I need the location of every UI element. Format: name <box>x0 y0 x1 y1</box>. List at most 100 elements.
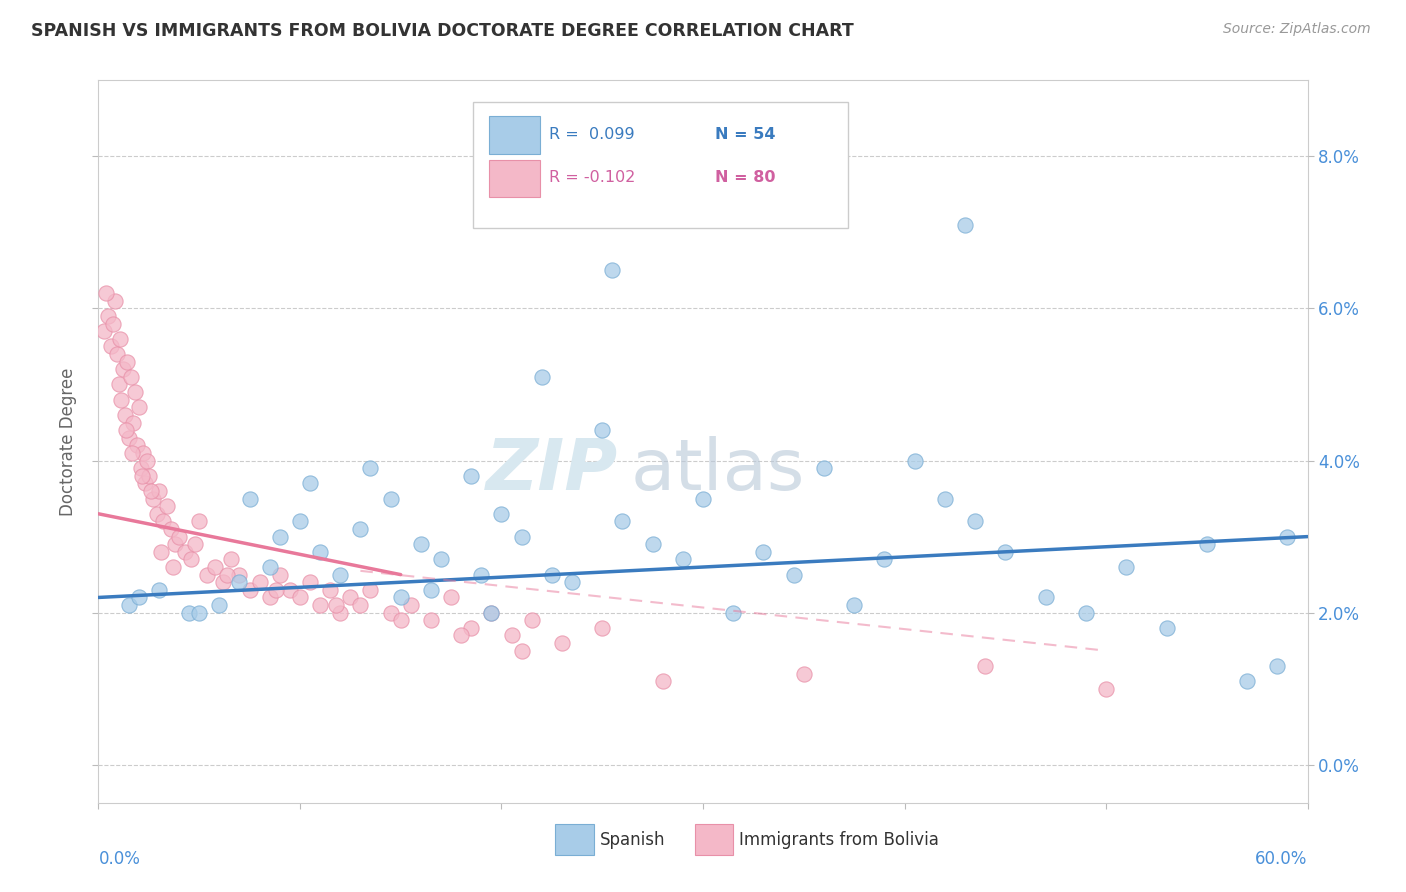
Point <box>481 606 503 620</box>
Point <box>612 515 634 529</box>
Point <box>602 263 624 277</box>
Point <box>491 507 513 521</box>
Point <box>174 545 197 559</box>
Point <box>114 423 136 437</box>
Point <box>420 613 443 627</box>
Point <box>120 370 142 384</box>
Point <box>692 491 714 506</box>
Point <box>1156 621 1178 635</box>
Text: SPANISH VS IMMIGRANTS FROM BOLIVIA DOCTORATE DEGREE CORRELATION CHART: SPANISH VS IMMIGRANTS FROM BOLIVIA DOCTO… <box>31 22 853 40</box>
Text: atlas: atlas <box>630 436 804 505</box>
Point <box>551 636 574 650</box>
Point <box>288 515 311 529</box>
Point <box>1236 674 1258 689</box>
Point <box>162 560 184 574</box>
Point <box>409 537 432 551</box>
Point <box>339 591 361 605</box>
Point <box>349 522 371 536</box>
Point <box>167 530 190 544</box>
Point <box>108 332 131 346</box>
Point <box>752 545 775 559</box>
Point <box>299 476 322 491</box>
Point <box>128 591 150 605</box>
Point <box>239 582 262 597</box>
Point <box>188 606 211 620</box>
Point <box>131 468 153 483</box>
Text: 60.0%: 60.0% <box>1256 850 1308 868</box>
Point <box>180 552 202 566</box>
Point <box>540 567 562 582</box>
Point <box>389 613 412 627</box>
FancyBboxPatch shape <box>555 824 595 855</box>
Point <box>349 598 371 612</box>
Point <box>360 582 382 597</box>
Point <box>259 591 281 605</box>
Point <box>105 347 128 361</box>
Point <box>440 591 463 605</box>
Point <box>128 401 150 415</box>
Point <box>329 606 352 620</box>
Point <box>204 560 226 574</box>
Point <box>510 530 533 544</box>
Point <box>1115 560 1137 574</box>
Point <box>139 483 162 498</box>
Point <box>156 499 179 513</box>
Point <box>399 598 422 612</box>
Point <box>264 582 287 597</box>
Point <box>259 560 281 574</box>
Point <box>934 491 956 506</box>
Point <box>96 286 118 301</box>
Text: Immigrants from Bolivia: Immigrants from Bolivia <box>740 830 939 848</box>
Text: Source: ZipAtlas.com: Source: ZipAtlas.com <box>1223 22 1371 37</box>
Point <box>994 545 1017 559</box>
Point <box>228 575 250 590</box>
Point <box>110 392 132 407</box>
Point <box>380 606 402 620</box>
Point <box>135 453 157 467</box>
Text: R = -0.102: R = -0.102 <box>550 170 636 186</box>
Point <box>501 628 523 642</box>
FancyBboxPatch shape <box>474 102 848 228</box>
Point <box>380 491 402 506</box>
Point <box>591 621 613 635</box>
Point <box>329 567 352 582</box>
Point <box>450 628 472 642</box>
Point <box>217 567 239 582</box>
Point <box>309 545 332 559</box>
FancyBboxPatch shape <box>695 824 734 855</box>
Point <box>115 354 138 368</box>
Point <box>146 507 169 521</box>
Point <box>269 567 291 582</box>
Point <box>325 598 347 612</box>
Point <box>430 552 453 566</box>
Point <box>100 339 122 353</box>
Point <box>239 491 262 506</box>
Point <box>1277 530 1299 544</box>
Point <box>111 362 134 376</box>
Point <box>965 515 987 529</box>
Point <box>121 446 143 460</box>
Point <box>118 598 141 612</box>
Point <box>783 567 806 582</box>
Point <box>1095 681 1118 696</box>
Point <box>1195 537 1218 551</box>
Point <box>520 613 543 627</box>
Point <box>1035 591 1057 605</box>
Point <box>195 567 218 582</box>
Text: ZIP: ZIP <box>486 436 619 505</box>
Point <box>142 491 165 506</box>
Point <box>134 476 156 491</box>
Point <box>460 468 482 483</box>
Point <box>309 598 332 612</box>
Point <box>118 431 141 445</box>
Text: R =  0.099: R = 0.099 <box>550 127 636 142</box>
Point <box>107 377 129 392</box>
Point <box>97 309 120 323</box>
Point <box>904 453 927 467</box>
Text: N = 54: N = 54 <box>716 127 776 142</box>
Point <box>160 522 183 536</box>
Point <box>93 324 115 338</box>
Text: 0.0%: 0.0% <box>98 850 141 868</box>
Point <box>561 575 583 590</box>
Point <box>470 567 492 582</box>
